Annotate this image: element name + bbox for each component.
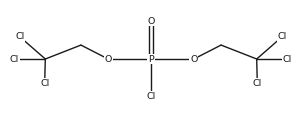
Text: Cl: Cl [278,32,287,41]
Text: Cl: Cl [40,79,49,88]
Text: Cl: Cl [10,55,19,63]
Text: O: O [147,17,155,26]
Text: P: P [148,55,154,63]
Text: O: O [190,55,198,63]
Text: O: O [104,55,112,63]
Text: Cl: Cl [146,92,156,101]
Text: Cl: Cl [15,32,24,41]
Text: Cl: Cl [253,79,262,88]
Text: Cl: Cl [283,55,292,63]
